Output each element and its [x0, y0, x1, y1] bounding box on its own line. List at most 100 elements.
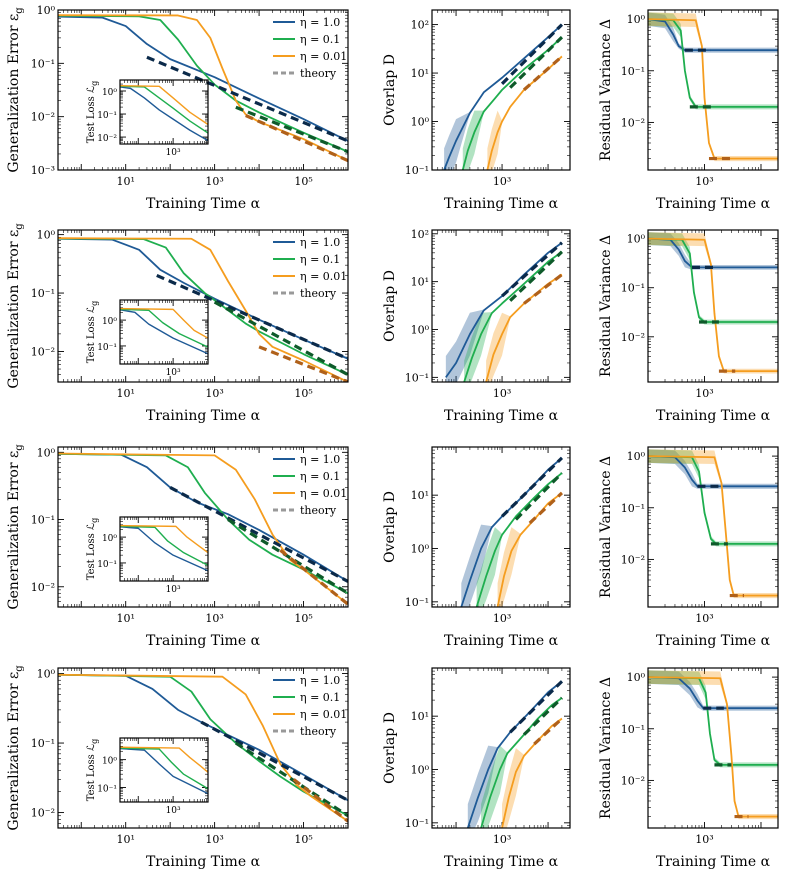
axes-frame	[431, 229, 571, 383]
panel-overlap-row3: 10³ 10⁻¹ 10⁰ 10¹ Training Time α Overlap D	[382, 446, 571, 649]
plot-area	[648, 449, 778, 599]
y-tick-label: 10⁻¹	[31, 57, 55, 70]
series-line	[58, 14, 348, 153]
axes-frame	[57, 229, 349, 383]
plot-area	[120, 746, 208, 795]
x-tick-label: 10³	[205, 175, 223, 188]
theory-line	[514, 471, 564, 521]
x-tick-label: 10¹	[116, 612, 134, 625]
plot-area	[120, 307, 208, 355]
axes-frame	[57, 9, 349, 171]
x-tick-label: 10³	[493, 612, 511, 625]
theory-line	[146, 55, 348, 143]
series-line	[120, 524, 208, 554]
x-tick-label: 10¹	[116, 833, 134, 846]
spread-band	[502, 717, 562, 828]
x-tick-label: 10³	[493, 175, 511, 188]
series-line	[120, 747, 208, 790]
legend-label: η = 1.0	[300, 674, 340, 687]
axes-frame	[57, 446, 349, 608]
y-tick-label: 10⁰	[411, 324, 430, 337]
panel-generalization-row2: 10¹ 10³ 10⁵ 10⁻² 10⁻¹ 10⁰ Training Time α Gener…	[6, 223, 349, 424]
theory-line	[234, 741, 348, 818]
spread-band	[497, 491, 562, 607]
inset-x-tick-label: 10³	[166, 585, 181, 595]
x-tick-label: 10³	[695, 387, 713, 400]
y-tick-label: 10⁻¹	[97, 560, 117, 570]
x-tick-label: 10³	[493, 833, 511, 846]
series-line	[648, 676, 778, 766]
spread-band	[444, 23, 562, 170]
y-tick-label: 10¹	[411, 67, 429, 80]
series-line	[58, 673, 348, 823]
y-axis-label: Residual Variance Δ	[598, 456, 614, 598]
plot-area	[120, 84, 208, 142]
axes-frame	[119, 299, 209, 365]
series-line	[120, 309, 208, 355]
x-axis-label: Training Time α	[146, 854, 261, 870]
x-axis-label: Training Time α	[444, 408, 559, 424]
panel-undefined-rowundefined: 10⁻¹ 10⁰ 10³ Test Loss ℒg	[86, 299, 209, 378]
plot-area	[443, 23, 564, 170]
series-line	[475, 472, 563, 607]
series-line	[58, 237, 348, 376]
y-axis-label: Residual Variance Δ	[598, 235, 614, 377]
y-tick-label: 10⁻²	[621, 774, 645, 787]
y-tick-label: 10⁻²	[31, 581, 55, 594]
y-tick-label: 10⁰	[37, 4, 56, 17]
y-tick-label: 10⁻¹	[621, 723, 645, 736]
panel-residual-row3: 10³ 10⁻² 10⁻¹ 10⁰ Training Time α Residual Va…	[598, 446, 779, 649]
y-tick-label: 10⁻¹	[405, 817, 429, 830]
x-tick-label: 10³	[695, 612, 713, 625]
spread-band	[476, 471, 562, 607]
series-line	[648, 455, 778, 545]
y-tick-label: 10⁻¹	[97, 343, 117, 353]
series-line	[648, 237, 778, 373]
series-line	[120, 85, 208, 134]
series-line	[466, 680, 563, 828]
x-tick-label: 10³	[205, 387, 223, 400]
spread-band	[648, 449, 778, 489]
y-tick-label: 10⁰	[627, 233, 646, 246]
spread-band	[467, 680, 562, 828]
spread-band	[462, 36, 562, 170]
panel-residual-row2: 10³ 10⁻² 10⁻¹ 10⁰ Training Time α Residual Va…	[598, 229, 779, 424]
series-line	[120, 526, 208, 572]
panel-generalization-row1: 10¹ 10³ 10⁵ 10⁻³ 10⁻² 10⁻¹ 10⁰ Training Time α G…	[6, 4, 349, 212]
axes-frame	[119, 737, 209, 803]
inset-y-label: Test Loss ℒg	[86, 739, 99, 802]
theory-line	[522, 696, 564, 736]
y-tick-label: 10¹	[411, 276, 429, 289]
legend: η = 1.0 η = 0.1 η = 0.01 theory	[273, 16, 347, 80]
panel-residual-row4: 10³ 10⁻² 10⁻¹ 10⁰ Training Time α Residual Va…	[598, 667, 779, 870]
legend-label: theory	[300, 725, 337, 738]
y-axis-label: Generalization Error εg	[6, 444, 25, 610]
x-axis-label: Training Time α	[146, 633, 261, 649]
y-tick-label: 10⁻¹	[97, 111, 117, 121]
y-tick-label: 10¹	[411, 489, 429, 502]
plot-area	[648, 670, 778, 820]
theory-line	[523, 273, 563, 305]
y-tick-label: 10⁻¹	[405, 164, 429, 177]
y-tick-label: 10²	[411, 228, 429, 241]
spread-band	[464, 250, 562, 382]
axes-frame	[647, 446, 779, 608]
legend-label: η = 0.1	[300, 691, 340, 704]
panel-undefined-rowundefined: 10⁻¹ 10⁰ 10³ Test Loss ℒg	[86, 737, 209, 816]
legend-label: η = 0.1	[300, 253, 340, 266]
plot-area	[58, 673, 348, 823]
spread-band	[487, 55, 562, 170]
y-tick-label: 10⁰	[411, 542, 430, 555]
y-tick-label: 10⁻³	[31, 164, 55, 177]
spread-band	[648, 12, 778, 162]
y-tick-label: 10²	[411, 19, 429, 32]
y-tick-label: 10⁻¹	[621, 282, 645, 295]
axes-frame	[431, 446, 571, 608]
series-line	[120, 747, 208, 795]
y-tick-label: 10⁰	[411, 763, 430, 776]
y-tick-label: 10⁻²	[31, 345, 55, 358]
axes-frame	[119, 516, 209, 582]
x-tick-label: 10³	[695, 175, 713, 188]
series-line	[648, 455, 778, 597]
